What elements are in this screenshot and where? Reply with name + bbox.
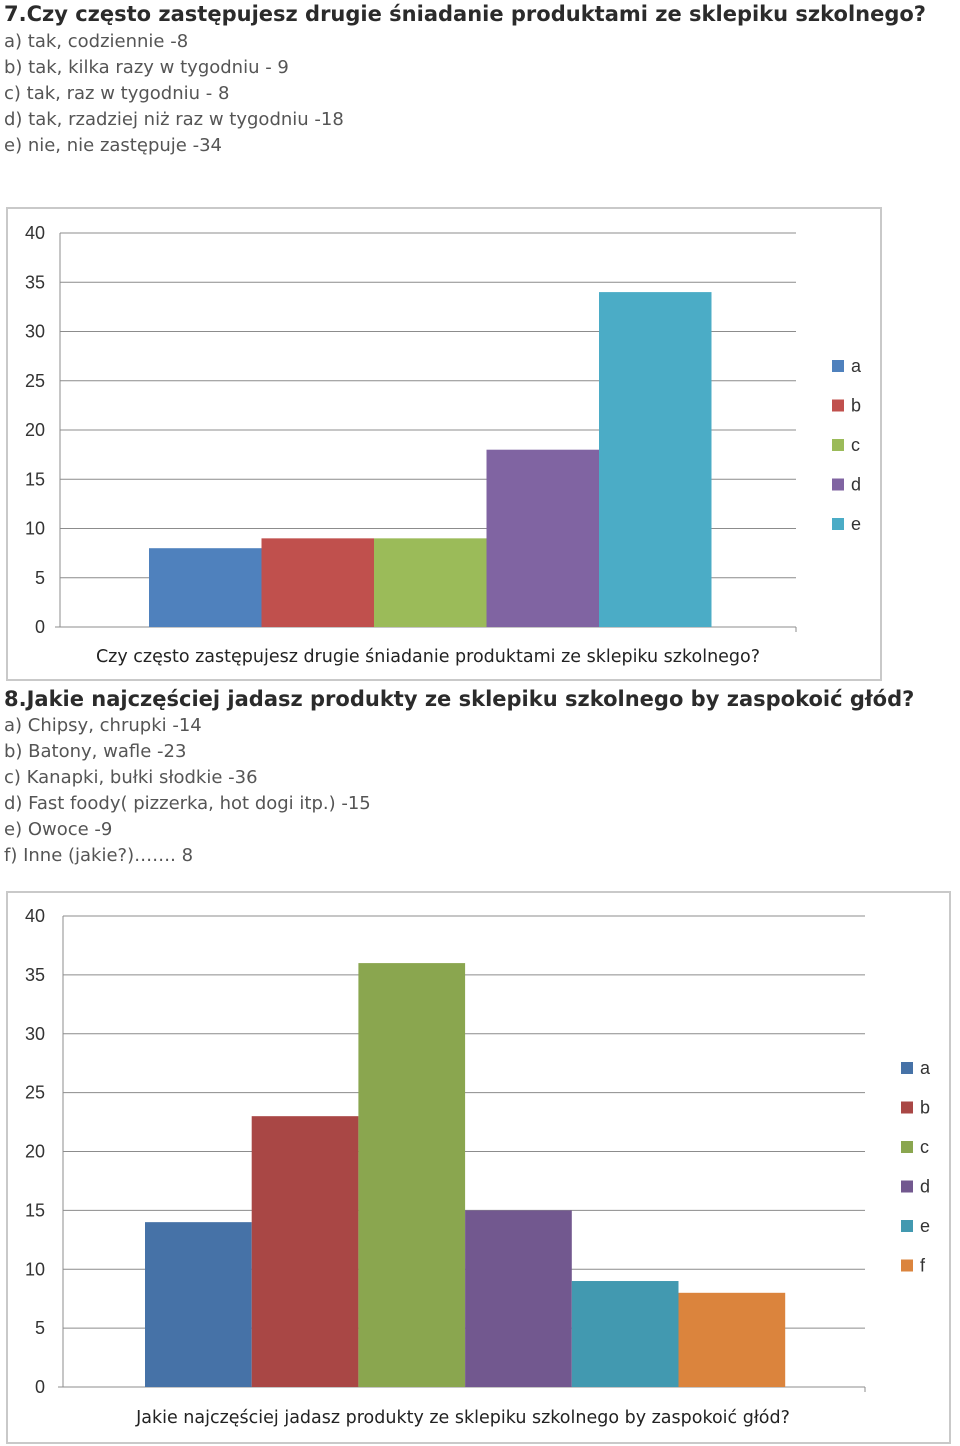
legend-swatch-c (901, 1141, 913, 1153)
legend-swatch-b (901, 1101, 913, 1114)
bar-e (599, 292, 712, 627)
legend-label-b: b (920, 1098, 930, 1118)
legend-label-d: d (920, 1177, 930, 1197)
chart-1-frame: 0 5 10 15 20 25 30 35 40 Czy często zastępujesz d… (6, 207, 882, 681)
bar-a (145, 1222, 252, 1387)
legend-swatch-b (832, 399, 844, 412)
legend-swatch-d (832, 478, 844, 491)
chart-1: 0 5 10 15 20 25 30 35 40 Czy często zastępujesz d… (25, 223, 862, 667)
bar-e (571, 1281, 679, 1387)
legend-swatch-f (901, 1259, 913, 1272)
question-8-title: 8.Jakie najczęściej jadasz produkty ze s… (4, 687, 915, 711)
answer-item: b) tak, kilka razy w tygodniu - 9 (4, 57, 289, 78)
y-tick-label: 35 (25, 965, 45, 985)
legend-swatch-e (901, 1220, 913, 1232)
y-tick-label: 40 (25, 906, 45, 926)
bar-d (465, 1210, 572, 1387)
legend-swatch-a (832, 360, 844, 372)
y-tick-label: 30 (25, 322, 45, 342)
legend-swatch-d (901, 1180, 913, 1193)
y-tick-label: 25 (25, 1083, 45, 1103)
bar-f (678, 1292, 786, 1387)
legend-swatch-c (832, 439, 844, 451)
y-tick-label: 5 (35, 1318, 45, 1338)
y-tick-label: 40 (25, 223, 45, 243)
legend-label-e: e (851, 514, 861, 534)
y-tick-label: 5 (35, 568, 45, 588)
legend-label-f: f (920, 1256, 926, 1276)
answer-item: f) Inne (jakie?)……. 8 (4, 845, 194, 866)
answer-item: a) tak, codziennie -8 (4, 31, 189, 52)
bar-b (261, 538, 374, 627)
legend-swatch-e (832, 518, 844, 530)
answer-item: a) Chipsy, chrupki -14 (4, 715, 202, 736)
chart-2: 0 5 10 15 20 25 30 35 40 Jakie najczęściej jadasz… (25, 906, 931, 1428)
y-tick-label: 10 (25, 519, 45, 539)
legend-label-d: d (851, 475, 861, 495)
legend-label-e: e (920, 1216, 930, 1236)
answer-item: e) nie, nie zastępuje -34 (4, 135, 222, 156)
answer-item: d) Fast foody( pizzerka, hot dogi itp.) … (4, 793, 371, 814)
question-7-answers: a) tak, codziennie -8 b) tak, kilka razy… (4, 29, 344, 159)
bar-c (374, 538, 487, 627)
x-category-label: Czy często zastępujesz drugie śniadanie … (96, 647, 760, 667)
answer-item: e) Owoce -9 (4, 819, 113, 840)
bar-b (251, 1116, 359, 1387)
y-tick-label: 20 (25, 420, 45, 440)
legend-swatch-a (901, 1062, 913, 1074)
answer-item: c) Kanapki, bułki słodkie -36 (4, 767, 258, 788)
question-7-title: 7.Czy często zastępujesz drugie śniadani… (4, 2, 926, 26)
y-tick-label: 0 (35, 1377, 45, 1397)
y-tick-label: 20 (25, 1142, 45, 1162)
y-tick-label: 35 (25, 272, 45, 292)
y-tick-label: 10 (25, 1259, 45, 1279)
y-tick-label: 15 (25, 469, 45, 489)
bar-d (486, 449, 599, 627)
bar-a (149, 548, 262, 627)
chart-2-frame: 0 5 10 15 20 25 30 35 40 Jakie najczęściej jadasz… (6, 891, 951, 1444)
answer-item: c) tak, raz w tygodniu - 8 (4, 83, 230, 104)
y-tick-label: 30 (25, 1024, 45, 1044)
legend-label-b: b (851, 396, 861, 416)
bar-c (358, 963, 466, 1387)
legend-label-a: a (851, 356, 862, 376)
legend-label-c: c (851, 435, 860, 455)
y-tick-label: 25 (25, 371, 45, 391)
legend-label-a: a (920, 1058, 931, 1078)
x-category-label: Jakie najczęściej jadasz produkty ze skl… (135, 1408, 790, 1428)
y-tick-label: 0 (35, 617, 45, 637)
y-tick-label: 15 (25, 1200, 45, 1220)
answer-item: b) Batony, wafle -23 (4, 741, 187, 762)
question-8-answers: a) Chipsy, chrupki -14 b) Batony, wafle … (4, 713, 371, 869)
legend-label-c: c (920, 1137, 929, 1157)
answer-item: d) tak, rzadziej niż raz w tygodniu -18 (4, 109, 344, 130)
